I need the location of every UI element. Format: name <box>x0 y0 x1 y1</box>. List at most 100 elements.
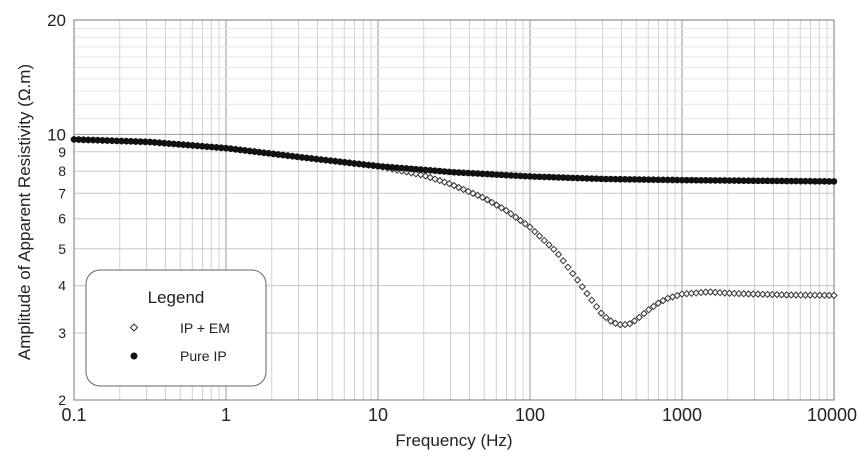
ip-em-point <box>578 283 586 291</box>
pure-ip-point <box>602 175 610 183</box>
pure-ip-point <box>118 137 125 145</box>
ip-em-point <box>493 201 501 209</box>
pure-ip-point <box>393 164 401 171</box>
pure-ip-point <box>137 138 144 145</box>
legend-marker-diamond <box>129 323 139 332</box>
ip-em-point <box>545 241 553 249</box>
pure-ip-point <box>517 172 524 180</box>
ip-em-point <box>569 269 577 278</box>
pure-ip-point <box>217 144 225 152</box>
pure-ip-point <box>455 169 463 176</box>
ip-em-point <box>716 288 724 297</box>
legend-label-ip-em: IP + EM <box>180 320 230 336</box>
pure-ip-point <box>75 136 83 143</box>
ip-em-point <box>830 291 838 300</box>
ip-em-point <box>450 181 458 190</box>
pure-ip-point <box>146 138 154 146</box>
pure-ip-point <box>692 176 700 184</box>
ip-em-point <box>763 290 772 299</box>
pure-ip-point <box>635 176 643 183</box>
pure-ip-point <box>707 177 714 184</box>
pure-ip-point <box>398 164 406 172</box>
pure-ip-point <box>379 163 387 170</box>
x-tick-labels: 0.1 1 10 100 1000 10000 <box>61 405 857 425</box>
pure-ip-point <box>441 168 448 175</box>
pure-ip-point <box>778 177 786 185</box>
ip-em-point <box>469 189 477 198</box>
ip-em-point <box>792 291 800 299</box>
pure-ip-point <box>412 165 420 173</box>
ip-em-point <box>602 313 610 322</box>
ip-em-point <box>512 213 520 221</box>
ip-em-point <box>787 291 795 299</box>
pure-ip-point <box>740 177 748 184</box>
pure-ip-point <box>612 175 619 183</box>
pure-ip-point <box>536 173 543 181</box>
pure-ip-point <box>179 141 187 148</box>
pure-ip-point <box>697 176 705 184</box>
ip-em-point <box>816 291 824 299</box>
pure-ip-point <box>745 177 752 184</box>
ip-em-point <box>412 170 420 178</box>
ip-em-point <box>754 290 762 298</box>
pure-ip-point <box>749 177 757 185</box>
pure-ip-point <box>403 165 410 172</box>
pure-ip-point <box>194 142 201 150</box>
ip-em-point <box>564 263 572 271</box>
pure-ip-point <box>160 139 168 147</box>
y-tick-label: 2 <box>58 392 66 408</box>
pure-ip-point <box>821 178 828 185</box>
pure-ip-point <box>768 177 776 185</box>
pure-ip-point <box>583 175 591 182</box>
pure-ip-point <box>730 177 738 184</box>
ip-em-point <box>502 206 510 215</box>
ip-em-point <box>521 220 529 228</box>
pure-ip-point <box>531 173 539 180</box>
pure-ip-point <box>127 138 135 145</box>
ip-em-point <box>478 193 487 202</box>
ip-em-point <box>806 291 814 299</box>
pure-ip-point <box>550 173 558 181</box>
pure-ip-point <box>170 140 178 148</box>
pure-ip-point <box>502 171 510 179</box>
ip-em-point <box>554 250 563 259</box>
pure-ip-point <box>588 175 596 182</box>
pure-ip-point <box>464 169 472 177</box>
pure-ip-point <box>654 176 662 184</box>
pure-ip-point <box>669 176 676 184</box>
pure-ip-point <box>683 176 691 184</box>
pure-ip-point <box>545 173 553 181</box>
ip-em-point <box>654 299 662 307</box>
ip-em-point <box>459 185 468 194</box>
pure-ip-point <box>208 143 216 151</box>
ip-em-point <box>773 290 781 299</box>
pure-ip-point <box>825 178 833 185</box>
pure-ip-point <box>84 136 92 144</box>
pure-ip-point <box>184 141 192 149</box>
pure-ip-point <box>203 143 211 150</box>
y-axis-label: Amplitude of Apparent Resistivity (Ω.m) <box>15 64 34 360</box>
y-tick-label: 7 <box>58 185 66 201</box>
pure-ip-point <box>493 171 501 178</box>
ip-em-point <box>721 289 729 297</box>
pure-ip-point <box>764 177 771 185</box>
ip-em-point <box>640 309 648 318</box>
pure-ip-point <box>616 175 624 183</box>
pure-ip-point <box>151 139 159 146</box>
pure-ip-point <box>664 176 672 184</box>
ip-em-point <box>768 290 776 299</box>
ip-em-point <box>588 296 596 304</box>
x-tick-label: 10000 <box>807 405 857 425</box>
y-tick-label: 10 <box>47 125 66 144</box>
pure-ip-point <box>559 174 567 181</box>
ip-em-point <box>607 317 615 325</box>
x-tick-label: 100 <box>515 405 545 425</box>
ip-em-point <box>474 191 482 200</box>
pure-ip-point <box>673 176 681 184</box>
pure-ip-point <box>569 174 577 182</box>
pure-ip-point <box>122 137 130 145</box>
ip-em-point <box>559 257 567 265</box>
ip-em-point <box>801 291 810 299</box>
ip-em-point <box>550 245 558 254</box>
y-tick-label: 9 <box>58 144 66 160</box>
